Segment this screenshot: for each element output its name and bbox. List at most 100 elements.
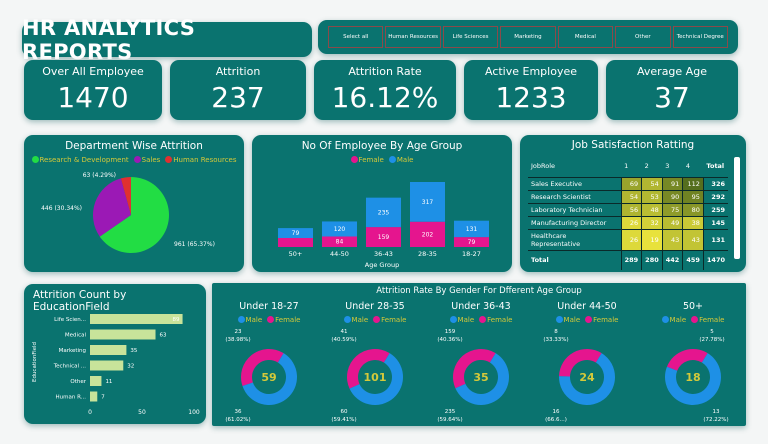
table-header-row: JobRole 1 2 3 4 Total: [528, 155, 728, 178]
column-header[interactable]: JobRole: [528, 155, 622, 178]
total-cell: 459: [682, 250, 704, 270]
bar-segment-male[interactable]: [366, 197, 401, 228]
table-row: Laboratory Technician 56 48 75 80 259: [528, 203, 728, 217]
bar[interactable]: [90, 345, 127, 355]
column-header[interactable]: 1: [621, 155, 642, 178]
bar-segment-male[interactable]: [454, 220, 489, 238]
donut-segment-male[interactable]: [665, 353, 721, 405]
male-data-label: 13: [713, 409, 720, 415]
kpi-label: Attrition Rate: [348, 65, 422, 78]
filter-button[interactable]: Select all: [328, 26, 384, 48]
filter-button[interactable]: Human Resources: [385, 26, 441, 48]
filter-button[interactable]: Technical Degree: [672, 26, 728, 48]
bar-segment-male[interactable]: [410, 182, 445, 222]
bar-segment-female[interactable]: [322, 236, 357, 247]
table-row: Sales Executive 69 54 91 112 326: [528, 177, 728, 191]
column-header[interactable]: 2: [641, 155, 663, 178]
bar-segment-female[interactable]: [366, 227, 401, 247]
legend-label: Female: [381, 316, 407, 324]
table-cell: 91: [661, 177, 683, 191]
x-tick-label: 50: [138, 409, 146, 416]
pie-slice[interactable]: [120, 177, 131, 215]
donut-segment-male[interactable]: [349, 353, 403, 405]
table-cell: 19: [641, 229, 663, 251]
bar-data-label: 79: [468, 239, 476, 246]
filter-button[interactable]: Marketing: [500, 26, 556, 48]
male-data-label: 235: [445, 409, 456, 415]
column-header[interactable]: 3: [662, 155, 683, 178]
legend: Male Female: [534, 316, 640, 324]
x-tick-label: 50+: [289, 250, 303, 258]
pie-slice[interactable]: [99, 177, 169, 253]
legend-label: Female: [487, 316, 513, 324]
legend-item: Research & Development: [31, 156, 129, 164]
legend-marker: [165, 156, 173, 163]
donut-total: 35: [473, 371, 488, 384]
job-satisfaction-panel: Job Satisfaction Ratting JobRole 1 2 3 4 Tota…: [520, 135, 746, 272]
table-cell: 145: [702, 216, 728, 230]
legend-item: Sales: [133, 156, 160, 164]
panel-title: Attrition Rate By Gender For Dfferent Ag…: [376, 286, 582, 296]
table-scrollbar[interactable]: [734, 157, 740, 259]
column-header[interactable]: 4: [682, 155, 704, 178]
total-cell: Total: [531, 256, 549, 265]
legend-item: Female: [350, 156, 384, 164]
job-role-cell: Sales Executive: [528, 177, 622, 191]
donut-total: 18: [685, 371, 700, 384]
donut-segment-female[interactable]: [453, 349, 496, 389]
legend-item: Female: [691, 316, 724, 324]
legend: Research & Development Sales Human Resourc…: [24, 156, 244, 164]
job-satisfaction-table: JobRole 1 2 3 4 Total Sales Executive 69 54 91 112…: [528, 155, 728, 270]
legend-marker: [691, 316, 699, 323]
bar[interactable]: [90, 391, 98, 402]
donut-segment-female[interactable]: [347, 349, 390, 389]
column-header[interactable]: Total: [703, 155, 728, 178]
donut-segment-female[interactable]: [666, 349, 708, 371]
donut-segment-female[interactable]: [241, 349, 284, 387]
x-tick-label: 100: [188, 409, 200, 416]
bar-segment-male[interactable]: [322, 221, 357, 237]
kpi-value: 37: [654, 81, 690, 114]
x-tick-label: 28-35: [418, 250, 437, 258]
bar[interactable]: [90, 360, 124, 371]
table-cell: 69: [620, 177, 642, 191]
stacked-bar-chart: 79 50+ 84 120 44-50 159 235 36-43 202 317 28-35 79 1…: [278, 182, 489, 269]
donut-segment-male[interactable]: [455, 353, 509, 405]
bar-segment-female[interactable]: [454, 237, 489, 247]
bar-segment-female[interactable]: [278, 238, 313, 247]
filter-button[interactable]: Medical: [557, 26, 614, 48]
donut-segment-female[interactable]: [559, 349, 602, 377]
legend: Female Male: [252, 156, 512, 164]
donut-chart: Under 18-27 Male Female 59 23 (38.98%) 36 (61.0…: [216, 283, 322, 423]
y-tick-label: Technical ...: [53, 364, 86, 370]
table-cell: 43: [661, 229, 683, 251]
bar[interactable]: [90, 314, 183, 324]
male-data-label: 36: [235, 409, 242, 415]
table-cell: 53: [641, 190, 663, 204]
bar-segment-female[interactable]: [410, 221, 445, 247]
female-data-label: 23: [235, 329, 242, 335]
table-row: Manufacturing Director 26 32 49 38 145: [528, 216, 728, 230]
bar-data-label: 32: [127, 364, 134, 370]
job-role-cell: Manufacturing Director: [528, 216, 622, 230]
donut-segment-male[interactable]: [559, 353, 615, 405]
female-data-label: 5: [710, 329, 714, 335]
filter-button[interactable]: Life Sciences: [442, 26, 499, 48]
age-group-panel: No Of Employee By Age Group Female Male 7…: [252, 135, 512, 272]
x-tick-label: 0: [88, 409, 92, 416]
bar[interactable]: [90, 329, 156, 340]
pie-slice[interactable]: [93, 178, 131, 237]
donut-segment-male[interactable]: [242, 353, 297, 405]
filter-button[interactable]: Other: [615, 26, 671, 48]
panel-title: Attrition Count by EducationField: [33, 289, 127, 313]
table-cell: 48: [641, 203, 663, 217]
legend-marker: [585, 316, 593, 323]
pie-data-label: 961 (65.37%): [174, 241, 215, 248]
kpi-value: 237: [211, 81, 265, 114]
legend-marker: [388, 156, 396, 163]
male-data-label: (59.41%): [331, 417, 356, 423]
legend: Male Female: [428, 316, 534, 324]
legend-marker: [237, 316, 245, 323]
bar[interactable]: [90, 376, 102, 386]
bar-segment-male[interactable]: [278, 228, 313, 238]
